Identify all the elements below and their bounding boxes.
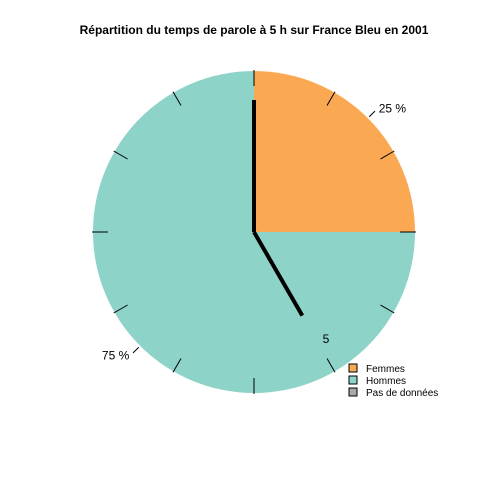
legend-label-hommes: Hommes <box>366 376 406 387</box>
clock-tick <box>172 91 182 106</box>
clock-tick <box>380 150 395 160</box>
hour-hand <box>252 231 305 317</box>
clock-ticks <box>92 70 416 394</box>
clock-tick <box>113 150 128 160</box>
slice-femmes <box>254 71 415 232</box>
leader-line-hommes <box>132 346 140 354</box>
clock-tick <box>326 91 336 106</box>
percent-labels: 25 % 75 % <box>102 101 407 362</box>
percent-label-hommes: 75 % <box>102 349 130 363</box>
leader-line-femmes <box>368 110 376 118</box>
clock-tick <box>326 358 336 373</box>
clock-tick <box>380 304 395 314</box>
legend-label-femmes: Femmes <box>366 364 405 375</box>
clock-hands <box>252 99 305 317</box>
clock-hour-label: 5 <box>323 332 330 346</box>
clock-tick <box>172 358 182 373</box>
legend-swatch-femmes <box>348 363 358 373</box>
legend-swatch-pas-de-donnees <box>348 387 358 397</box>
legend-swatch-hommes <box>348 375 358 385</box>
clock-tick <box>113 304 128 314</box>
percent-label-femmes: 25 % <box>379 101 407 115</box>
chart-title: Répartition du temps de parole à 5 h sur… <box>80 23 429 37</box>
legend-label-pas-de-donnees: Pas de données <box>366 388 438 399</box>
